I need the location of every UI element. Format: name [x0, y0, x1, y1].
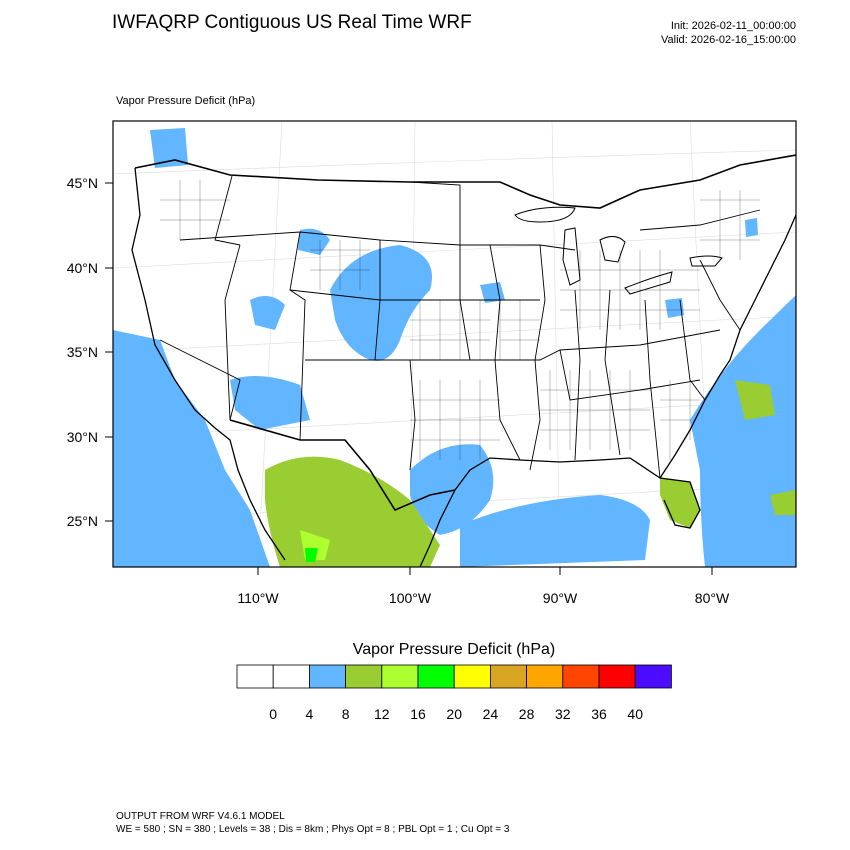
colorbar-box	[417, 664, 455, 689]
footer-model: OUTPUT FROM WRF V4.6.1 MODEL	[116, 811, 285, 822]
lon-label: 110°W	[237, 590, 279, 606]
atlantic-green-patch	[735, 380, 775, 420]
field-label: Vapor Pressure Deficit (hPa)	[116, 95, 256, 107]
plains-blue-area	[330, 245, 432, 361]
colorbar-tick-label: 32	[555, 706, 571, 722]
colorbar-tick-label: 16	[410, 706, 426, 722]
colorbar-tick-label: 20	[446, 706, 462, 722]
lon-label: 80°W	[695, 590, 730, 606]
map-content	[113, 121, 796, 567]
colorbar-box	[345, 664, 383, 689]
colorbar-tick-label: 4	[306, 706, 314, 722]
axis-ticks	[105, 182, 713, 575]
texas-blue-area	[410, 444, 494, 535]
init-time: Init: 2026-02-11_00:00:00	[670, 20, 796, 32]
lat-label: 40°N	[67, 260, 98, 276]
colorbar-tick-label: 0	[269, 706, 277, 722]
county-borders	[160, 180, 760, 460]
ohio-blue-patch	[665, 298, 684, 318]
colorbar-tick-label: 36	[591, 706, 607, 722]
colorbar-box	[381, 664, 419, 689]
colorbar-tick-label: 40	[627, 706, 643, 722]
colorbar-title: Vapor Pressure Deficit (hPa)	[352, 641, 556, 658]
colorbar-tick-label: 8	[342, 706, 350, 722]
colorbar-boxes	[236, 664, 672, 689]
colorbar-box	[489, 664, 527, 689]
atlantic-blue-area	[690, 295, 796, 567]
wyoming-blue-patch	[298, 228, 330, 255]
midwest-blue-patch	[480, 282, 505, 303]
lon-label: 90°W	[543, 590, 578, 606]
utah-blue-patch	[250, 296, 285, 330]
colorbar-tick-label: 28	[519, 706, 535, 722]
colorbar-tick-label: 12	[374, 706, 390, 722]
colorbar-box	[634, 664, 672, 689]
great-lakes	[514, 206, 723, 295]
colorbar-box	[272, 664, 310, 689]
mexico-bright-green-patch	[305, 548, 318, 562]
gulf-blue-area	[460, 495, 650, 567]
lat-label: 25°N	[67, 513, 98, 529]
lat-label: 30°N	[67, 429, 98, 445]
state-borders	[159, 175, 761, 479]
florida-green-area	[660, 478, 700, 528]
plot-title: IWFAQRP Contiguous US Real Time WRF	[112, 12, 472, 33]
pacific-blue-area	[113, 330, 270, 567]
coastlines	[131, 167, 796, 567]
lat-label: 45°N	[67, 175, 98, 191]
atlantic-green-patch-2	[770, 490, 796, 515]
valid-time: Valid: 2026-02-16_15:00:00	[661, 34, 796, 46]
colorbar-box	[598, 664, 636, 689]
pnw-blue-patch	[150, 128, 188, 168]
lon-label: 100°W	[389, 590, 432, 606]
map-frame	[112, 120, 797, 568]
footer-config: WE = 580 ; SN = 380 ; Levels = 38 ; Dis …	[116, 824, 510, 835]
newengland-blue-patch	[745, 218, 758, 237]
lat-label: 35°N	[67, 344, 98, 360]
colorbar-box	[453, 664, 491, 689]
colorbar-labels: 0 4 8 12 16 20 24 28 32 36 40	[269, 706, 643, 722]
southwest-blue-area	[230, 376, 310, 430]
colorbar-box	[562, 664, 600, 689]
colorbar-box	[308, 664, 346, 689]
colorbar-box	[526, 664, 564, 689]
colorbar-tick-label: 24	[483, 706, 499, 722]
colorbar-box	[236, 664, 274, 689]
